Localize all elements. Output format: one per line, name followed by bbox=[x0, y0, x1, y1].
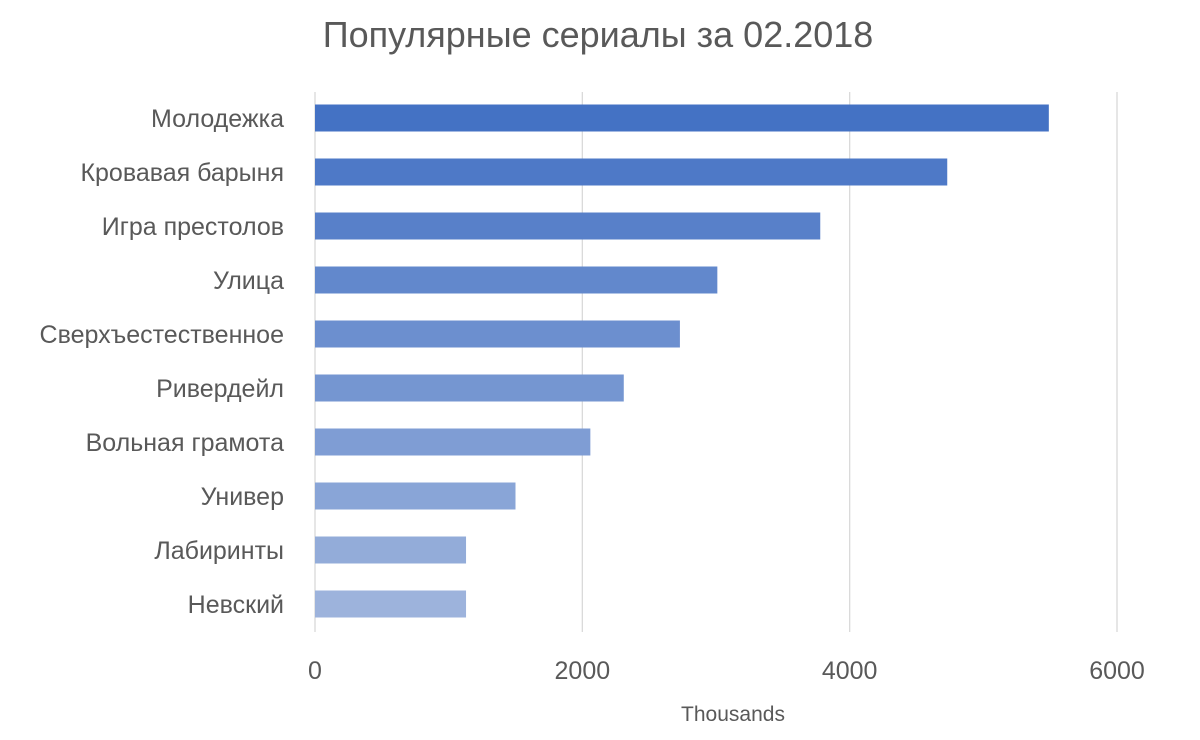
bar-4 bbox=[315, 320, 680, 348]
bar-2 bbox=[315, 212, 821, 240]
category-label-4: Сверхъестественное bbox=[40, 321, 284, 349]
x-tick-label-1: 2000 bbox=[555, 657, 611, 685]
category-label-3: Улица bbox=[213, 267, 284, 295]
category-label-9: Невский bbox=[188, 591, 284, 619]
category-label-1: Кровавая барыня bbox=[80, 159, 284, 187]
bar-3 bbox=[315, 266, 718, 294]
chart-title: Популярные сериалы за 02.2018 bbox=[323, 14, 874, 55]
bars bbox=[315, 104, 1049, 618]
category-labels: Молодежка Кровавая барыня Игра престолов Ул… bbox=[40, 105, 285, 619]
category-label-6: Вольная грамота bbox=[86, 429, 284, 457]
category-label-0: Молодежка bbox=[151, 105, 284, 133]
x-axis-tick-labels: 0 2000 4000 6000 bbox=[308, 657, 1145, 685]
category-label-8: Лабиринты bbox=[154, 537, 284, 565]
bar-6 bbox=[315, 428, 591, 456]
category-label-7: Универ bbox=[201, 483, 284, 511]
bar-1 bbox=[315, 158, 948, 186]
bar-8 bbox=[315, 536, 467, 564]
bar-9 bbox=[315, 590, 467, 618]
bar-7 bbox=[315, 482, 516, 510]
x-tick-label-2: 4000 bbox=[822, 657, 878, 685]
bar-5 bbox=[315, 374, 624, 402]
display-units-label: Thousands bbox=[681, 703, 785, 726]
x-tick-label-3: 6000 bbox=[1089, 657, 1145, 685]
category-label-5: Ривердейл bbox=[156, 375, 284, 403]
bar-0 bbox=[315, 104, 1049, 132]
x-tick-label-0: 0 bbox=[308, 657, 322, 685]
category-label-2: Игра престолов bbox=[102, 213, 284, 241]
